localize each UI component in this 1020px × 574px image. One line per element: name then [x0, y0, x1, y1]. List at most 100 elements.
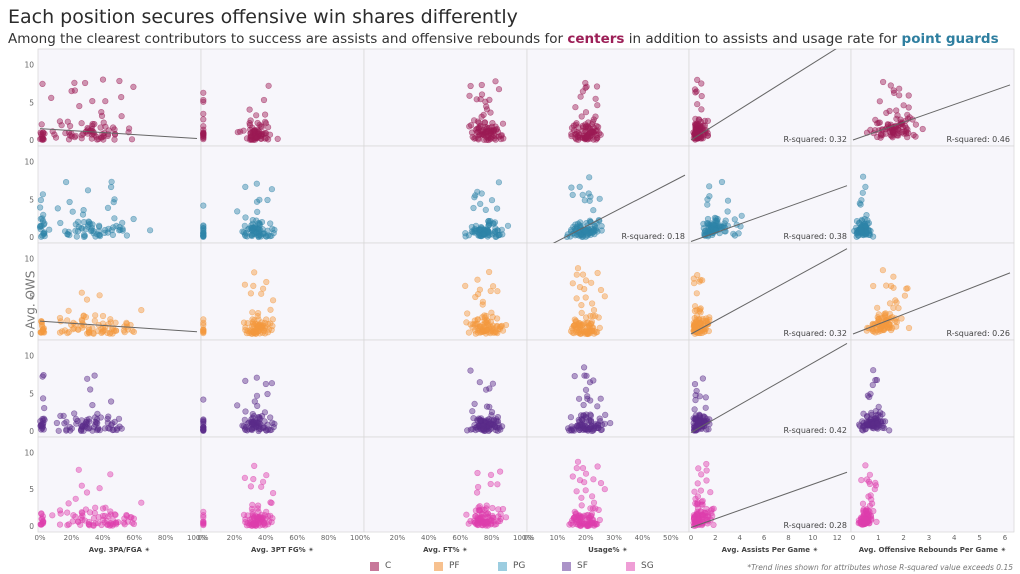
data-point: [107, 398, 115, 405]
data-point: [123, 232, 130, 239]
x-tick-label: 30%: [606, 534, 622, 542]
data-point: [56, 329, 64, 336]
data-point: [504, 222, 512, 229]
data-point: [119, 219, 126, 226]
data-point: [267, 414, 274, 421]
data-point: [573, 520, 580, 528]
data-point: [597, 480, 605, 487]
data-point: [249, 421, 256, 428]
data-point: [879, 267, 887, 274]
data-point: [576, 134, 584, 141]
data-point: [130, 83, 137, 90]
data-point: [590, 207, 597, 214]
data-point: [571, 373, 578, 380]
data-point: [568, 226, 575, 233]
data-point: [574, 458, 582, 465]
data-point: [582, 121, 589, 128]
data-point: [68, 87, 75, 95]
y-tick-label: 10: [24, 448, 34, 457]
legend-item[interactable]: SF: [562, 561, 626, 571]
data-point: [893, 107, 900, 114]
data-point: [890, 284, 897, 291]
panel-background: [526, 242, 690, 341]
data-point: [69, 208, 76, 215]
data-point: [474, 276, 481, 283]
legend-item[interactable]: SG: [626, 561, 690, 571]
data-point: [582, 277, 590, 284]
data-point: [109, 427, 116, 434]
data-point: [583, 132, 590, 139]
data-point: [593, 122, 600, 130]
data-point: [130, 328, 137, 336]
data-point: [37, 197, 45, 204]
data-point: [65, 500, 72, 507]
data-point: [251, 223, 258, 230]
data-point: [254, 208, 261, 215]
data-point: [467, 367, 474, 374]
x-tick-label: 60%: [452, 534, 468, 542]
data-point: [580, 401, 587, 409]
data-point: [477, 323, 484, 330]
data-point: [494, 205, 501, 212]
data-point: [268, 426, 275, 433]
data-point: [38, 121, 45, 128]
data-point: [102, 98, 109, 105]
data-point: [494, 128, 502, 135]
data-point: [738, 212, 745, 219]
data-point: [249, 501, 256, 509]
data-point: [240, 127, 247, 134]
data-point: [58, 122, 65, 129]
data-point: [249, 309, 256, 316]
data-point: [573, 295, 580, 302]
legend-item[interactable]: PF: [434, 561, 498, 571]
data-point: [894, 126, 902, 133]
data-point: [247, 483, 254, 490]
data-point: [80, 231, 88, 238]
data-point: [879, 418, 887, 425]
data-point: [862, 223, 870, 230]
data-point: [710, 226, 717, 234]
legend-item[interactable]: C: [370, 561, 434, 571]
data-point: [699, 375, 707, 382]
x-tick-label: 8: [786, 534, 790, 542]
legend-swatch: [498, 561, 507, 571]
data-point: [37, 521, 44, 528]
data-point: [234, 402, 241, 409]
data-point: [94, 520, 102, 527]
subtitle-point-guards: point guards: [901, 31, 999, 47]
data-point: [96, 427, 103, 434]
data-point: [96, 223, 103, 230]
r-squared-label: R-squared: 0.28: [783, 521, 847, 530]
data-point: [583, 83, 590, 90]
data-point: [870, 367, 877, 374]
data-point: [262, 380, 270, 388]
data-point: [250, 282, 257, 290]
data-point: [200, 89, 207, 96]
data-point: [601, 486, 608, 493]
data-point: [465, 329, 473, 336]
data-point: [81, 79, 89, 87]
data-point: [256, 196, 263, 203]
data-point: [494, 427, 501, 434]
data-point: [40, 372, 47, 379]
data-point: [593, 520, 601, 528]
data-point: [200, 319, 207, 327]
data-point: [111, 418, 118, 426]
data-point: [861, 215, 868, 223]
panel-background: [37, 242, 202, 341]
data-point: [85, 329, 92, 336]
panel-background: [850, 436, 1015, 533]
data-point: [97, 134, 104, 141]
data-point: [872, 482, 880, 489]
data-point: [97, 414, 104, 421]
data-point: [466, 123, 473, 130]
legend-item[interactable]: PG: [498, 561, 562, 571]
data-point: [119, 227, 126, 234]
data-point: [263, 278, 270, 286]
data-point: [251, 269, 258, 276]
data-point: [486, 422, 493, 429]
data-point: [264, 390, 271, 398]
data-point: [695, 465, 702, 472]
data-point: [472, 512, 479, 520]
